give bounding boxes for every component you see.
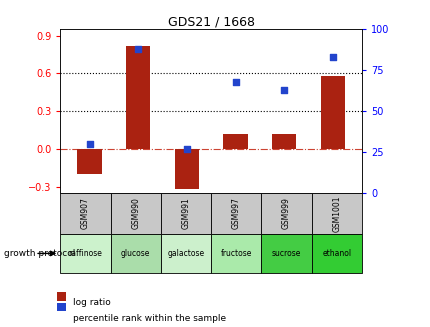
Text: log ratio: log ratio — [73, 298, 111, 307]
Text: GSM990: GSM990 — [131, 198, 140, 229]
Point — [280, 87, 287, 93]
Text: GSM907: GSM907 — [81, 198, 90, 229]
Bar — [111, 234, 160, 273]
Bar — [57, 292, 65, 301]
Text: GSM997: GSM997 — [231, 198, 240, 229]
Bar — [60, 193, 111, 234]
Bar — [174, 149, 199, 189]
Text: sucrose: sucrose — [271, 249, 301, 258]
Bar — [126, 46, 150, 149]
Bar — [320, 76, 344, 149]
Bar — [261, 234, 311, 273]
Text: fructose: fructose — [220, 249, 252, 258]
Text: galactose: galactose — [167, 249, 204, 258]
Text: GSM999: GSM999 — [282, 198, 290, 229]
Bar — [271, 134, 296, 149]
Text: glucose: glucose — [121, 249, 150, 258]
Point — [329, 55, 335, 60]
Point — [135, 46, 141, 52]
Bar — [311, 234, 361, 273]
Text: growth protocol: growth protocol — [4, 249, 76, 258]
Text: percentile rank within the sample: percentile rank within the sample — [73, 314, 226, 323]
Text: GSM991: GSM991 — [181, 198, 190, 229]
Point — [183, 146, 190, 151]
Title: GDS21 / 1668: GDS21 / 1668 — [167, 15, 254, 28]
Point — [231, 79, 238, 84]
Text: ethanol: ethanol — [322, 249, 350, 258]
Bar — [311, 193, 361, 234]
Bar — [60, 234, 111, 273]
Point — [86, 141, 93, 146]
Bar — [261, 193, 311, 234]
Bar — [211, 193, 261, 234]
Text: GSM1001: GSM1001 — [332, 195, 341, 232]
Bar — [57, 303, 65, 311]
Bar — [223, 134, 247, 149]
Bar — [211, 234, 261, 273]
Bar — [160, 193, 211, 234]
Bar — [160, 234, 211, 273]
Bar — [77, 149, 101, 174]
Text: raffinose: raffinose — [68, 249, 102, 258]
Bar — [111, 193, 160, 234]
